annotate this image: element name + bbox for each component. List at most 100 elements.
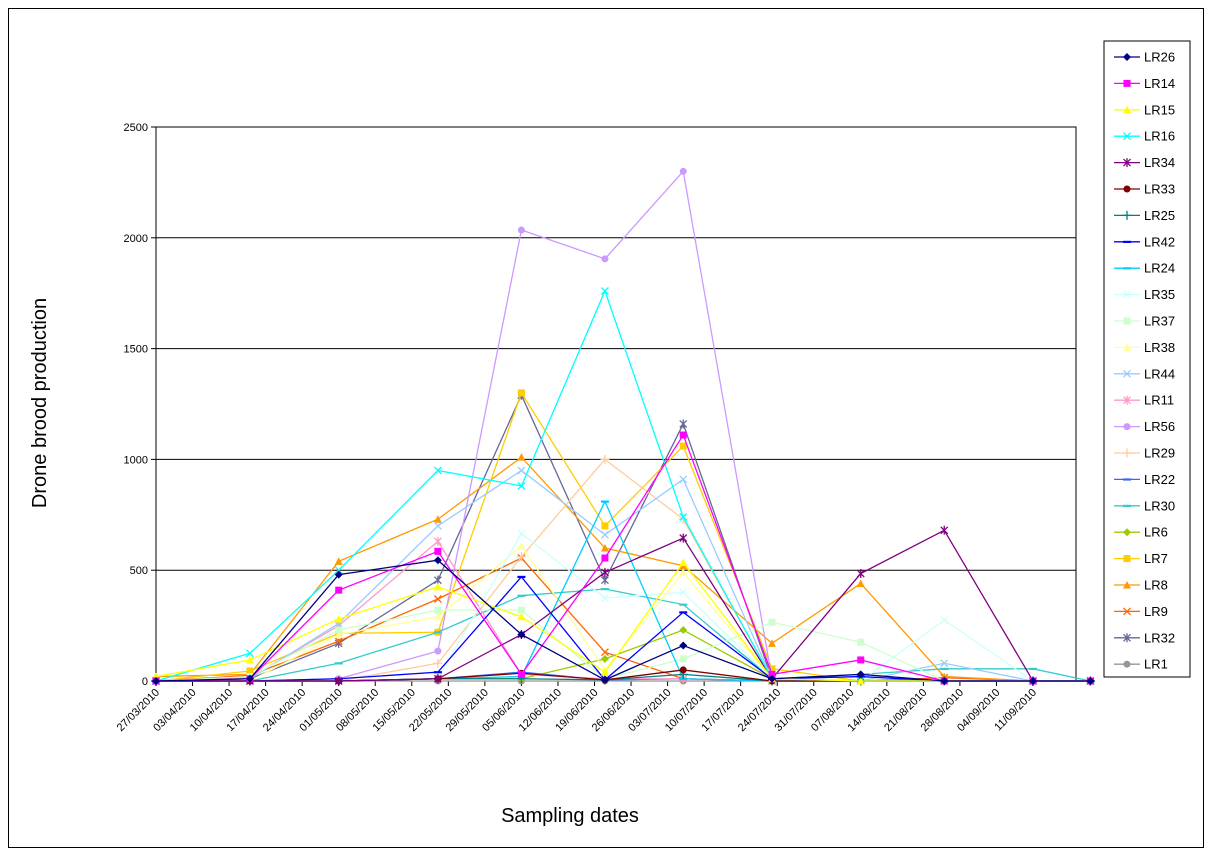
- y-tick-label: 1000: [124, 454, 148, 466]
- data-point: [679, 611, 688, 614]
- data-point: [600, 668, 609, 676]
- legend: LR26 LR14 LR15 LR16 LR34 LR33 LR25 LR42 LR24 LR35…: [1103, 40, 1191, 678]
- data-point: [600, 648, 609, 657]
- series-line: [156, 169, 1091, 682]
- data-point: [334, 570, 343, 579]
- data-point: [940, 667, 949, 671]
- legend-marker: [1123, 633, 1131, 643]
- data-point: [679, 558, 688, 566]
- legend-item: LR44: [1114, 366, 1175, 381]
- legend-label: LR34: [1144, 155, 1175, 170]
- legend-marker: [1123, 660, 1131, 668]
- data-point: [335, 626, 343, 634]
- legend-marker: [1123, 581, 1131, 589]
- legend-item: LR42: [1114, 234, 1175, 249]
- data-point: [517, 389, 525, 397]
- data-point: [857, 656, 865, 664]
- legend-item: LR15: [1114, 102, 1175, 117]
- legend-item: LR56: [1114, 419, 1175, 434]
- data-point: [679, 588, 688, 597]
- data-point: [856, 579, 865, 587]
- data-point: [940, 659, 949, 668]
- data-point: [433, 515, 442, 523]
- data-point: [517, 226, 525, 234]
- plot-area: [155, 126, 1077, 682]
- legend-marker: [1123, 105, 1131, 114]
- data-point: [601, 522, 609, 530]
- data-point: [679, 677, 688, 680]
- data-point: [517, 670, 525, 678]
- legend-label: LR26: [1144, 50, 1175, 65]
- legend-item: LR34: [1114, 155, 1175, 170]
- data-point: [600, 654, 609, 663]
- data-point: [768, 618, 776, 626]
- data-point: [433, 658, 443, 668]
- legend-item: LR26: [1114, 50, 1175, 65]
- data-point: [679, 641, 688, 650]
- y-tick-label: 500: [130, 565, 148, 577]
- data-point: [517, 630, 526, 639]
- legend-marker: [1123, 185, 1131, 193]
- series-LR24: [152, 499, 1095, 683]
- legend-item: LR6: [1114, 525, 1168, 540]
- y-tick-label: 2500: [124, 122, 148, 134]
- legend-marker: [1123, 555, 1131, 563]
- data-point: [1029, 677, 1037, 685]
- legend-label: LR14: [1144, 76, 1175, 91]
- data-point: [767, 639, 776, 647]
- data-point: [767, 674, 776, 683]
- legend-label: LR38: [1144, 340, 1175, 355]
- data-point: [679, 513, 688, 521]
- x-axis-ticks: 27/03/201003/04/201010/04/201017/04/2010…: [115, 681, 1039, 734]
- series-line: [156, 588, 1091, 682]
- data-point: [517, 453, 526, 461]
- series-LR26: [152, 556, 1095, 685]
- y-tick-label: 0: [142, 676, 148, 688]
- data-point: [517, 466, 526, 475]
- data-point: [433, 521, 442, 530]
- legend-label: LR29: [1144, 446, 1175, 461]
- data-point: [856, 670, 865, 679]
- data-point: [433, 595, 442, 603]
- series-LR8: [152, 453, 1095, 685]
- x-axis-title: Sampling dates: [501, 805, 639, 827]
- data-point: [245, 674, 254, 683]
- data-point: [433, 612, 442, 621]
- data-point: [517, 606, 525, 614]
- data-point: [517, 612, 526, 621]
- legend-marker: [1123, 478, 1131, 481]
- series-line: [155, 559, 1091, 682]
- data-point: [856, 677, 865, 685]
- legend-label: LR35: [1144, 287, 1175, 302]
- legend-label: LR24: [1144, 261, 1175, 276]
- series-line: [156, 529, 1091, 682]
- legend-label: LR6: [1144, 525, 1168, 540]
- legend-marker: [1123, 504, 1131, 507]
- legend-marker: [1123, 267, 1131, 270]
- legend-item: LR8: [1114, 578, 1168, 593]
- series-line: [155, 456, 1091, 682]
- data-point: [600, 544, 609, 552]
- legend-item: LR35: [1114, 287, 1175, 302]
- legend-marker: [1122, 448, 1132, 458]
- legend-item: LR16: [1114, 129, 1175, 144]
- legend-label: LR15: [1144, 102, 1175, 117]
- legend-item: LR37: [1114, 314, 1175, 329]
- data-point: [679, 626, 688, 635]
- legend-item: LR1: [1114, 657, 1168, 672]
- series-line: [155, 561, 1091, 682]
- legend-marker: [1123, 240, 1131, 243]
- data-point: [246, 649, 254, 658]
- data-point: [600, 588, 609, 591]
- data-point: [679, 655, 687, 663]
- data-point: [679, 167, 687, 175]
- data-point: [1029, 667, 1037, 671]
- data-point: [679, 419, 688, 429]
- legend-marker: [1123, 158, 1131, 168]
- legend-label: LR44: [1144, 366, 1175, 381]
- data-point: [856, 569, 865, 579]
- legend-marker: [1123, 607, 1131, 616]
- series-line: [156, 629, 1091, 682]
- data-point: [857, 638, 865, 646]
- data-point: [434, 547, 442, 555]
